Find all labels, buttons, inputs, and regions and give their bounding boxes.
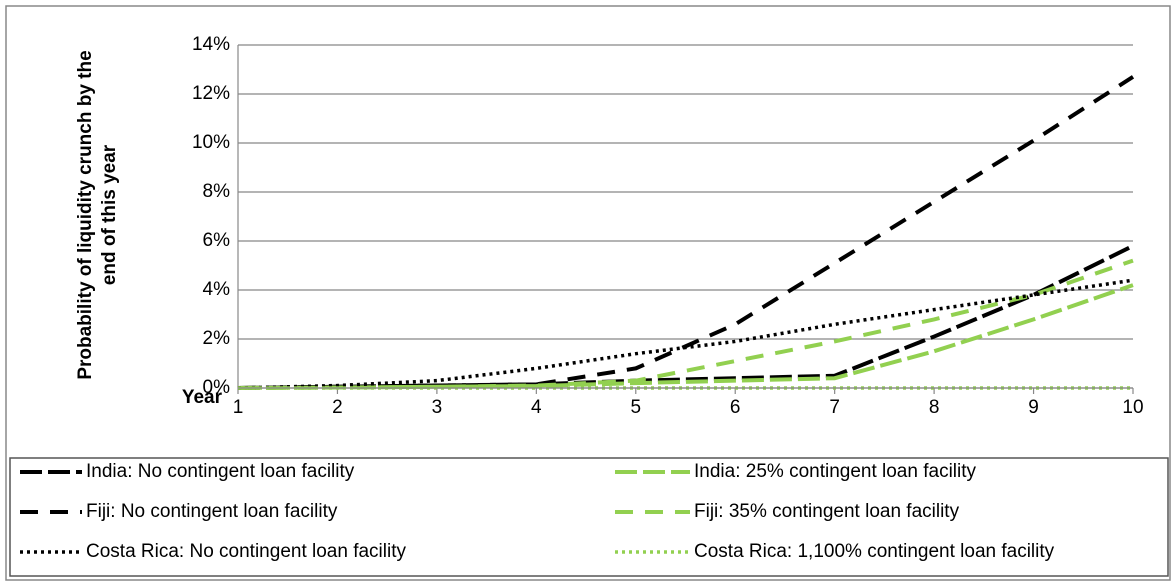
x-tick-label: 4 [531, 397, 542, 418]
series-line [237, 278, 1134, 390]
series-line [237, 258, 1134, 390]
y-tick-label: 2% [203, 328, 231, 349]
legend-label: India: 25% contingent loan facility [694, 461, 977, 482]
legend-box [9, 457, 1169, 577]
x-tick-label: 7 [829, 397, 840, 418]
legend-label: India: No contingent loan facility [86, 461, 355, 482]
x-axis-label: Year [182, 387, 223, 408]
x-tick-label: 5 [630, 397, 641, 418]
y-axis-label: end of this year [99, 144, 120, 285]
legend-label: Fiji: No contingent loan facility [86, 501, 338, 522]
y-tick-label: 0% [203, 377, 231, 398]
y-tick-label: 6% [203, 230, 231, 251]
x-tick-label: 1 [233, 397, 244, 418]
x-tick-label: 6 [730, 397, 741, 418]
legend-label: Fiji: 35% contingent loan facility [694, 501, 960, 522]
y-tick-label: 8% [203, 181, 231, 202]
chart-border [5, 5, 1171, 581]
x-tick-label: 3 [432, 397, 443, 418]
y-tick-label: 12% [192, 83, 230, 104]
y-tick-label: 10% [192, 132, 230, 153]
legend-label: Costa Rica: 1,100% contingent loan facil… [694, 541, 1055, 562]
x-tick-label: 2 [332, 397, 343, 418]
y-axis-label: Probability of liquidity crunch by the [75, 50, 96, 379]
y-tick-label: 4% [203, 279, 231, 300]
x-tick-label: 8 [929, 397, 940, 418]
y-tick-label: 14% [192, 34, 230, 55]
legend-label: Costa Rica: No contingent loan facility [86, 541, 406, 562]
x-tick-label: 9 [1028, 397, 1039, 418]
x-tick-label: 10 [1122, 397, 1143, 418]
